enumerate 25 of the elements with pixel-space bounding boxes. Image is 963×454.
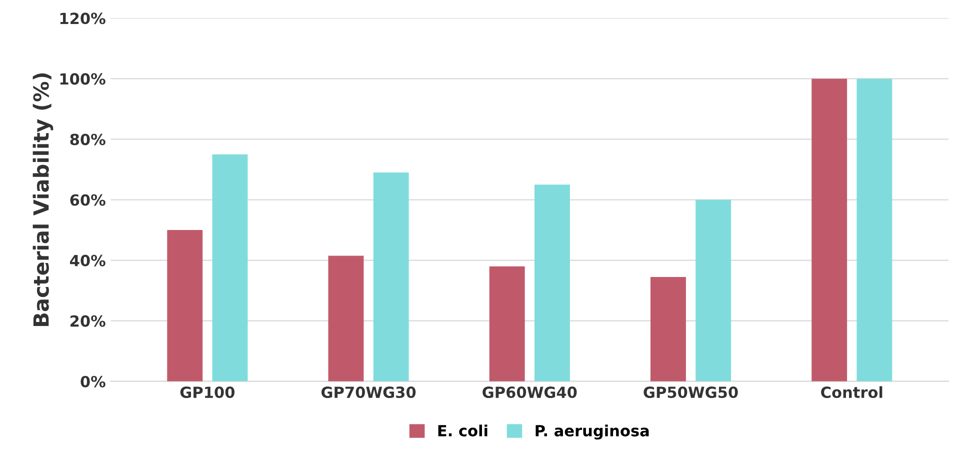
bar [650, 276, 686, 382]
x-tick-label: GP50WG50 [644, 386, 738, 398]
x-tick-label: GP100 [180, 386, 234, 398]
bar [856, 78, 892, 382]
x-tick-label: Control [821, 386, 882, 398]
bar [489, 266, 525, 382]
bar [373, 172, 409, 382]
y-tick-label: 120% [60, 12, 106, 24]
bar [696, 200, 732, 382]
legend-label: P. aeruginosa [536, 424, 649, 440]
bar [212, 154, 248, 382]
y-tick-label: 100% [60, 73, 106, 85]
y-tick-label: 0% [80, 376, 106, 388]
x-tick-label: GP70WG30 [321, 386, 416, 398]
bar [328, 256, 364, 382]
legend-label: E. coli [438, 424, 488, 436]
bar [812, 78, 848, 382]
bar [167, 230, 203, 382]
y-tick-label: 40% [70, 254, 106, 266]
y-tick-label: 60% [70, 194, 106, 206]
y-tick-label: 20% [70, 315, 106, 327]
x-tick-label: GP60WG40 [482, 386, 577, 398]
y-axis-title: Bacterial Viability (%) [32, 73, 54, 326]
y-tick-label: 80% [70, 134, 106, 146]
bar [534, 184, 570, 382]
